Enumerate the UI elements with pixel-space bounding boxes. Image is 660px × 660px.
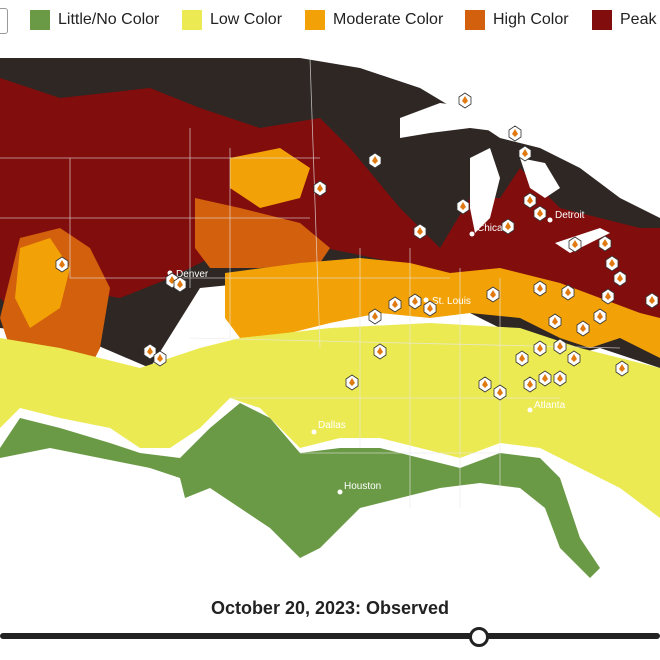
city-label: Miami — [605, 560, 632, 571]
leaf-marker-icon[interactable] — [568, 236, 582, 253]
city-label: Denver — [176, 269, 209, 280]
leaf-marker-icon[interactable] — [553, 370, 567, 387]
leaf-marker-icon[interactable] — [493, 384, 507, 401]
leaf-marker-icon[interactable] — [576, 320, 590, 337]
leaf-marker-icon[interactable] — [523, 376, 537, 393]
swatch-low-color — [182, 10, 202, 30]
leaf-marker-icon[interactable] — [408, 293, 422, 310]
swatch-peak — [592, 10, 612, 30]
legend-label: High Color — [493, 11, 569, 28]
legend-item-moderate-color: Moderate Color — [305, 10, 443, 30]
legend-label: Moderate Color — [333, 11, 444, 28]
leaf-marker-icon[interactable] — [533, 340, 547, 357]
leaf-marker-icon[interactable] — [478, 376, 492, 393]
city-atlanta[interactable]: Atlanta — [527, 400, 566, 413]
leaf-marker-icon[interactable] — [615, 360, 629, 377]
legend-item-high-color: High Color — [465, 10, 569, 30]
lake-michigan — [470, 148, 500, 233]
leaf-marker-icon[interactable] — [388, 296, 402, 313]
leaf-marker-icon[interactable] — [458, 92, 472, 109]
leaf-marker-icon[interactable] — [423, 300, 437, 317]
leaf-marker-icon[interactable] — [313, 180, 327, 197]
leaf-marker-icon[interactable] — [486, 286, 500, 303]
leaf-marker-icon[interactable] — [173, 276, 187, 293]
region-moderate — [230, 148, 310, 208]
map-svg: Denver St. Louis Chica Detroit Atlanta D… — [0, 57, 660, 578]
foliage-map[interactable]: Denver St. Louis Chica Detroit Atlanta D… — [0, 48, 660, 588]
region-peak — [0, 78, 660, 318]
legend: Little/No Color Low Color Moderate Color… — [0, 0, 660, 40]
leaf-marker-icon[interactable] — [561, 284, 575, 301]
city-label: St. Louis — [432, 296, 471, 307]
city-label: Atlanta — [534, 400, 566, 411]
leaf-marker-icon[interactable] — [533, 205, 547, 222]
leaf-marker-icon[interactable] — [601, 288, 615, 305]
leaf-marker-icon[interactable] — [593, 308, 607, 325]
leaf-markers — [55, 92, 659, 401]
swatch-little-no-color — [30, 10, 50, 30]
city-label: Detroit — [555, 210, 585, 221]
leaf-marker-icon[interactable] — [413, 223, 427, 240]
city-label: Chica — [477, 223, 503, 234]
leaf-marker-icon[interactable] — [153, 350, 167, 367]
leaf-marker-icon[interactable] — [143, 343, 157, 360]
leaf-marker-icon[interactable] — [548, 313, 562, 330]
city-label: Houston — [344, 481, 381, 492]
legend-item-peak: Peak — [592, 10, 656, 30]
swatch-moderate-color — [305, 10, 325, 30]
leaf-marker-icon[interactable] — [533, 280, 547, 297]
timeline-slider-handle[interactable] — [469, 627, 489, 647]
leaf-marker-icon[interactable] — [373, 343, 387, 360]
leaf-marker-icon[interactable] — [508, 125, 522, 142]
city-label: Dallas — [318, 420, 346, 431]
leaf-marker-icon[interactable] — [605, 255, 619, 272]
leaf-marker-icon[interactable] — [501, 218, 515, 235]
leaf-marker-icon[interactable] — [553, 338, 567, 355]
leaf-marker-icon[interactable] — [567, 350, 581, 367]
leaf-marker-icon[interactable] — [598, 235, 612, 252]
leaf-marker-icon[interactable] — [538, 370, 552, 387]
leaf-marker-icon[interactable] — [345, 374, 359, 391]
lake-superior — [400, 103, 520, 138]
leaf-marker-icon[interactable] — [518, 145, 532, 162]
leaf-marker-icon[interactable] — [368, 308, 382, 325]
leaf-marker-icon[interactable] — [613, 270, 627, 287]
lake-huron — [520, 158, 560, 198]
region-low — [0, 323, 660, 518]
legend-item-low-color: Low Color — [182, 10, 282, 30]
region-little — [0, 403, 600, 578]
leaf-marker-icon[interactable] — [368, 152, 382, 169]
timeline-slider[interactable] — [0, 633, 660, 639]
region-high — [195, 198, 330, 268]
city-chicago[interactable]: Chica — [469, 223, 504, 237]
leaf-marker-icon[interactable] — [55, 256, 69, 273]
city-houston[interactable]: Houston — [337, 481, 382, 495]
leaf-marker-icon[interactable] — [645, 292, 659, 309]
legend-label: Peak — [620, 11, 657, 28]
city-miami[interactable]: Miami — [598, 560, 632, 574]
city-detroit[interactable]: Detroit — [547, 210, 585, 223]
leaf-marker-icon[interactable] — [456, 198, 470, 215]
leaf-marker-icon[interactable] — [523, 192, 537, 209]
legend-item-little-no-color: Little/No Color — [30, 10, 159, 30]
legend-label: Little/No Color — [58, 11, 160, 28]
legend-label: Low Color — [210, 11, 283, 28]
region-moderate — [225, 258, 660, 358]
swatch-high-color — [465, 10, 485, 30]
city-st-louis[interactable]: St. Louis — [423, 296, 471, 307]
leaf-marker-icon[interactable] — [515, 350, 529, 367]
city-dallas[interactable]: Dallas — [311, 420, 346, 435]
legend-toggle-button[interactable] — [0, 8, 8, 34]
date-label: October 20, 2023: Observed — [210, 598, 450, 618]
state-borders — [0, 57, 621, 508]
